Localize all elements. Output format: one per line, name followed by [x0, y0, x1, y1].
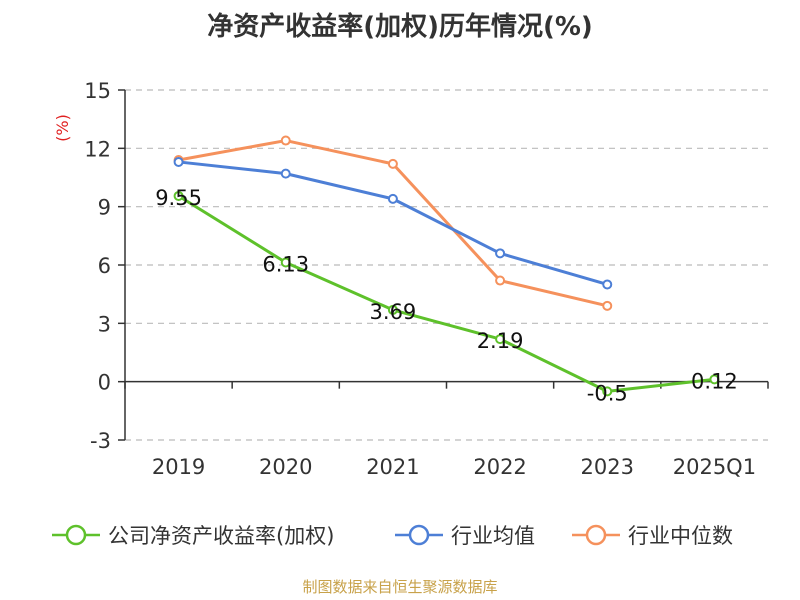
data-point [495, 275, 506, 286]
data-point [173, 190, 184, 201]
series-line [177, 194, 715, 393]
data-label-layer: 9.55 6.13 3.69 2.19 -0.5 0.12 [155, 186, 738, 405]
data-label: 6.13 [262, 252, 309, 276]
y-tick-label: 6 [98, 254, 111, 278]
data-label: 0.12 [691, 369, 738, 393]
x-tick-label: 2019 [152, 455, 205, 479]
data-point [602, 279, 613, 290]
legend-item-company[interactable]: 公司净资产收益率(加权) [52, 520, 334, 550]
legend-item-industry-median[interactable]: 行业中位数 [572, 520, 733, 550]
data-label: -0.5 [587, 381, 628, 405]
legend-swatch-industry-median [572, 524, 620, 546]
data-label: 9.55 [155, 186, 202, 210]
data-point [387, 158, 398, 169]
data-point [495, 334, 506, 345]
y-tick-label: 3 [98, 312, 111, 336]
x-tick-label: 2025Q1 [673, 455, 756, 479]
y-tick-label: -3 [90, 429, 111, 453]
data-point [280, 257, 291, 268]
legend-item-industry-mean[interactable]: 行业均值 [395, 520, 535, 550]
legend-swatch-industry-mean [395, 524, 443, 546]
x-tick-label: 2021 [366, 455, 419, 479]
y-tick-label: 15 [84, 79, 111, 103]
data-point [602, 386, 613, 397]
data-point [387, 304, 398, 315]
chart-title: 净资产收益率(加权)历年情况(%) [207, 12, 593, 42]
data-point [387, 193, 398, 204]
y-tick-label: 12 [84, 137, 111, 161]
data-point [495, 248, 506, 259]
axis-layer: 15 12 9 6 3 0 -3 2019 2020 2021 2022 2023 2025Q1 [84, 79, 769, 479]
x-tick-label: 2023 [581, 455, 634, 479]
x-tick-label: 2020 [259, 455, 312, 479]
y-tick-label: 9 [98, 196, 111, 220]
data-label: 2.19 [477, 329, 524, 353]
legend-swatch-company [52, 524, 100, 546]
legend-label-industry-median: 行业中位数 [628, 524, 733, 548]
x-tick-label: 2022 [473, 455, 526, 479]
data-point [280, 135, 291, 146]
y-axis-label: (%) [53, 114, 72, 142]
data-point [173, 156, 184, 167]
legend-label-industry-mean: 行业均值 [451, 524, 535, 548]
series-line [178, 160, 608, 286]
series-layer [173, 135, 720, 397]
source-note: 制图数据来自恒生聚源数据库 [302, 578, 498, 596]
data-point [602, 300, 613, 311]
data-point [280, 168, 291, 179]
data-label: 3.69 [370, 300, 417, 324]
data-point [709, 374, 720, 385]
y-tick-label: 0 [98, 371, 111, 395]
legend-label-company: 公司净资产收益率(加权) [108, 524, 335, 548]
